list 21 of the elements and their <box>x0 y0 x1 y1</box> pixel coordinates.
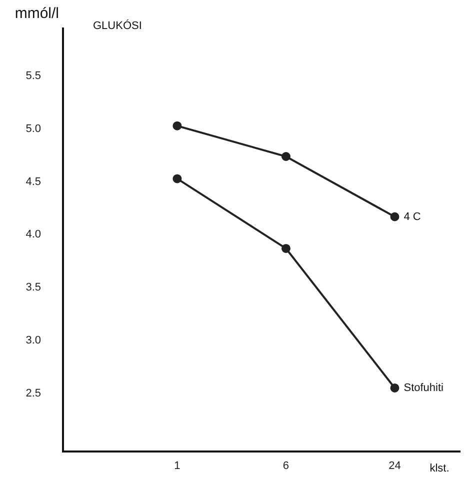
x-tick-label: 6 <box>282 460 290 472</box>
point <box>172 121 182 130</box>
y-axis-title: mmól/l <box>14 5 59 22</box>
point <box>390 383 400 392</box>
point <box>390 212 400 222</box>
y-tick-label: 5.5 <box>26 70 41 82</box>
y-tick-label: 3.0 <box>26 334 41 346</box>
x-tick-label: 1 <box>174 460 180 472</box>
series-label: 4 C <box>404 210 421 223</box>
y-tick-label: 4.5 <box>26 176 41 188</box>
point <box>172 174 182 184</box>
point <box>281 244 290 253</box>
y-tick-label: 5.0 <box>26 123 41 136</box>
series-label: Stofuhiti <box>404 382 444 394</box>
chart-title: GLUKÓSI <box>93 19 142 32</box>
point <box>281 152 290 161</box>
y-tick-label: 2.5 <box>26 387 41 400</box>
y-tick-label: 4.0 <box>26 228 41 241</box>
x-axis-title: klst. <box>430 462 450 474</box>
y-tick-label: 3.5 <box>26 282 41 294</box>
x-tick-label: 24 <box>388 460 401 472</box>
